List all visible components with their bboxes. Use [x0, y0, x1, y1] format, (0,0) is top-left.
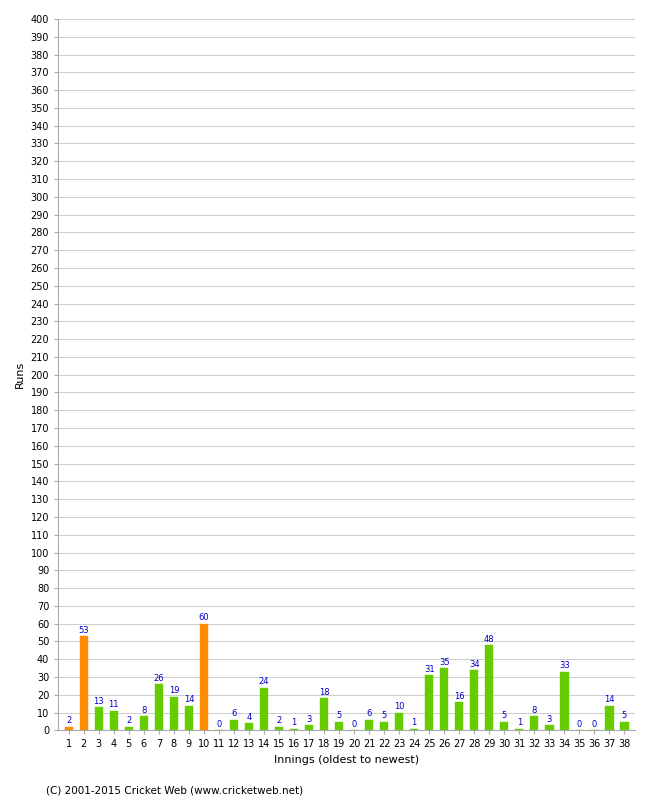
Text: 35: 35 — [439, 658, 450, 666]
Bar — [485, 645, 493, 730]
Text: 0: 0 — [216, 720, 222, 729]
Bar — [290, 729, 298, 730]
Bar — [380, 722, 388, 730]
Bar — [155, 684, 163, 730]
Bar — [530, 716, 538, 730]
Bar — [365, 720, 373, 730]
Bar — [275, 727, 283, 730]
Bar — [64, 727, 73, 730]
Text: 3: 3 — [547, 714, 552, 724]
Bar — [245, 723, 253, 730]
Text: 8: 8 — [141, 706, 146, 714]
Bar — [470, 670, 478, 730]
Text: 3: 3 — [306, 714, 312, 724]
Bar — [260, 688, 268, 730]
Text: 6: 6 — [367, 710, 372, 718]
Text: 60: 60 — [199, 614, 209, 622]
Bar — [545, 725, 554, 730]
Text: 31: 31 — [424, 665, 435, 674]
Bar — [410, 729, 419, 730]
Bar — [335, 722, 343, 730]
Bar — [170, 697, 178, 730]
Text: 18: 18 — [318, 688, 330, 697]
Text: 5: 5 — [337, 711, 342, 720]
Bar — [440, 668, 448, 730]
Bar — [230, 720, 238, 730]
Text: 16: 16 — [454, 691, 465, 701]
Text: 0: 0 — [352, 720, 357, 729]
Bar — [605, 706, 614, 730]
Text: 8: 8 — [532, 706, 537, 714]
Y-axis label: Runs: Runs — [15, 361, 25, 388]
Bar — [515, 729, 523, 730]
Text: 5: 5 — [502, 711, 507, 720]
Text: 14: 14 — [604, 695, 615, 704]
Text: 53: 53 — [79, 626, 89, 634]
Text: 11: 11 — [109, 701, 119, 710]
Bar — [425, 675, 434, 730]
Text: 4: 4 — [246, 713, 252, 722]
Text: 2: 2 — [276, 717, 281, 726]
Text: 0: 0 — [577, 720, 582, 729]
Bar — [140, 716, 148, 730]
Bar — [305, 725, 313, 730]
Bar — [110, 711, 118, 730]
Text: 34: 34 — [469, 659, 480, 669]
Text: 1: 1 — [411, 718, 417, 727]
Text: 10: 10 — [394, 702, 404, 711]
Bar — [200, 624, 208, 730]
Text: 24: 24 — [259, 678, 269, 686]
Bar — [395, 713, 403, 730]
Text: 1: 1 — [517, 718, 522, 727]
Bar — [185, 706, 193, 730]
Bar — [500, 722, 508, 730]
Bar — [320, 698, 328, 730]
Text: 2: 2 — [66, 717, 72, 726]
Text: 2: 2 — [126, 717, 131, 726]
Bar — [125, 727, 133, 730]
Text: 19: 19 — [168, 686, 179, 695]
Text: 48: 48 — [484, 634, 495, 644]
Text: 33: 33 — [559, 662, 570, 670]
Text: 1: 1 — [291, 718, 296, 727]
Text: 6: 6 — [231, 710, 237, 718]
Text: 13: 13 — [94, 697, 104, 706]
Bar — [95, 707, 103, 730]
Text: (C) 2001-2015 Cricket Web (www.cricketweb.net): (C) 2001-2015 Cricket Web (www.cricketwe… — [46, 786, 303, 795]
Bar — [560, 672, 569, 730]
Text: 26: 26 — [153, 674, 164, 682]
X-axis label: Innings (oldest to newest): Innings (oldest to newest) — [274, 755, 419, 765]
Text: 14: 14 — [184, 695, 194, 704]
Text: 5: 5 — [382, 711, 387, 720]
Text: 0: 0 — [592, 720, 597, 729]
Text: 5: 5 — [622, 711, 627, 720]
Bar — [79, 636, 88, 730]
Bar — [620, 722, 629, 730]
Bar — [455, 702, 463, 730]
